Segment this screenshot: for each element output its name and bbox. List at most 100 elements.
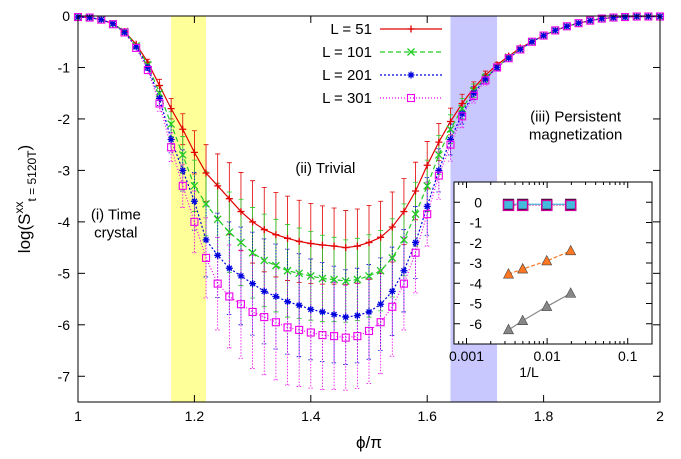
series-3-point	[388, 287, 396, 295]
x-tick-label: 1.6	[417, 408, 437, 424]
legend-label-3: L = 201	[322, 67, 372, 84]
series-3-point	[551, 26, 559, 34]
series-3-point	[470, 89, 478, 97]
inset-y-tick-label: -5	[470, 296, 483, 312]
legend-label-1: L = 51	[330, 21, 372, 38]
inset-series-2-point	[502, 199, 515, 212]
series-4-point	[411, 248, 420, 257]
series-3-point	[86, 14, 94, 22]
series-2-point	[283, 266, 292, 275]
x-tick-label: 2	[656, 408, 664, 424]
region-label-line: magnetization	[529, 127, 622, 144]
series-1-point	[237, 208, 245, 216]
series-4-point	[481, 76, 490, 85]
legend-marker-2	[407, 48, 415, 56]
series-4-point	[423, 210, 432, 219]
series-3-point	[179, 166, 187, 174]
series-2-point	[248, 248, 257, 257]
series-3-point	[493, 63, 501, 71]
series-4-point	[353, 332, 362, 341]
series-2-point	[213, 215, 222, 224]
series-4-point	[318, 331, 327, 340]
series-1-point	[214, 182, 222, 190]
series-3-point	[190, 197, 198, 205]
series-4-point	[178, 181, 187, 190]
region-label-line: (ii) Trivial	[295, 160, 355, 177]
series-3-point	[144, 63, 152, 71]
series-2-point	[190, 181, 199, 190]
series-3-point	[284, 298, 292, 306]
region-annotations: (i) Time crystal (ii) Trivial (iii) Persist…	[91, 109, 622, 242]
inset-series-markers	[502, 198, 577, 335]
series-4-point	[341, 333, 350, 342]
series-2-point	[318, 274, 327, 283]
series-4-point	[236, 300, 246, 309]
series-4-point	[213, 279, 222, 288]
series-3-point	[132, 43, 140, 51]
y-axis-label-main: log(S	[15, 214, 34, 254]
x-tick-label: 1.4	[301, 408, 321, 424]
series-4-point	[551, 26, 560, 35]
series-1-point	[318, 241, 326, 249]
series-1-point	[249, 218, 257, 226]
series-2-point	[237, 238, 245, 247]
series-4-point	[364, 326, 374, 336]
y-axis-label: log(Sxxt = 5120T)	[12, 145, 39, 253]
series-4-point	[492, 63, 502, 72]
region-band-1	[171, 16, 207, 402]
inset-series-line-3	[508, 250, 571, 275]
series-2-point	[399, 235, 408, 244]
legend-marker-3	[407, 71, 415, 79]
inset-series-2-point	[564, 199, 577, 212]
x-tick-label: 1	[74, 408, 82, 424]
series-3-point	[307, 305, 315, 313]
series-4-point	[399, 279, 408, 288]
series-3-point	[575, 19, 583, 27]
legend-label-4: L = 301	[322, 90, 372, 107]
inset-series-4-point	[503, 323, 514, 335]
x-axis-label: ϕ/π	[356, 433, 382, 452]
inset-y-tick-label: -3	[470, 255, 483, 271]
series-4-point	[434, 171, 443, 180]
series-3-point	[237, 272, 245, 280]
series-3-point	[155, 94, 163, 102]
series-3-point	[505, 54, 513, 62]
series-3-point	[423, 202, 431, 210]
series-3-point	[633, 13, 641, 21]
error-bar	[389, 246, 395, 337]
series-1-point	[155, 81, 163, 89]
y-tick-label: -2	[58, 111, 71, 127]
inset-y-tick-label: -1	[470, 215, 483, 231]
y-axis-label-close: )	[15, 145, 34, 151]
y-tick-label: -6	[58, 317, 71, 333]
series-4-point	[85, 13, 94, 22]
region-label-line: (i) Time	[91, 206, 141, 223]
error-bar	[331, 282, 337, 391]
inset-x-axis-label: 1/L	[519, 364, 539, 380]
series-3-point	[412, 238, 420, 246]
series-3-point	[435, 166, 443, 174]
series-2-point	[295, 269, 304, 278]
series-1-point	[167, 105, 175, 113]
series-3-point	[598, 15, 606, 23]
inset-x-tick-label: 0.1	[618, 348, 638, 364]
series-2-point	[306, 271, 315, 280]
inset-series-lines	[508, 203, 571, 331]
series-1-point	[353, 242, 361, 250]
series-1-point	[190, 148, 198, 156]
inset-series-2-point	[516, 199, 529, 212]
series-3-point	[540, 32, 548, 40]
series-3-point	[481, 75, 489, 83]
main-series-markers	[73, 12, 665, 342]
region-label-3: (iii) Persistent magnetization	[529, 109, 622, 144]
series-4-point	[388, 302, 397, 311]
series-4-point	[306, 328, 315, 337]
y-tick-label: -7	[58, 368, 71, 384]
series-4-point	[621, 12, 630, 22]
series-3-point	[225, 264, 233, 272]
y-tick-label: 0	[62, 8, 70, 24]
inset-axis-ticks: 0.001 0.01 0.1 0 -1 -2 -3 -4 -5 -6	[449, 182, 652, 364]
series-4-point	[527, 37, 537, 46]
series-2-point	[202, 199, 210, 208]
series-1-point	[225, 195, 233, 203]
